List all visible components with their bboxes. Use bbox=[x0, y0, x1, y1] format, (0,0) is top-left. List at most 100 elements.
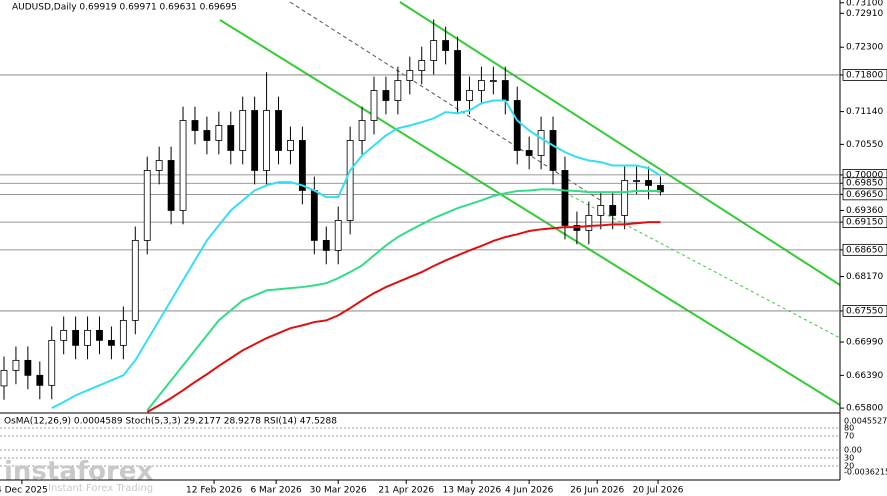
candle-body bbox=[275, 110, 282, 151]
candle-body bbox=[418, 60, 426, 71]
candle-body bbox=[322, 240, 330, 251]
moving-average bbox=[146, 188, 661, 411]
candle-body bbox=[298, 140, 306, 191]
indicator-tick-label: 80 bbox=[844, 424, 854, 433]
x-tick-label: 26 Jun 2026 bbox=[570, 486, 624, 496]
moving-average bbox=[51, 99, 661, 410]
candle-body bbox=[119, 319, 127, 346]
candle-body bbox=[191, 120, 199, 131]
channel-lines bbox=[219, 1, 841, 406]
candle-body bbox=[394, 80, 402, 101]
x-tick-label: 4 Dec 2025 bbox=[0, 486, 48, 496]
candle-body bbox=[0, 369, 8, 387]
y-tick-label: 0.70000 bbox=[846, 170, 883, 180]
watermark-slogan: Instant Forex Trading bbox=[48, 483, 153, 494]
channel-dashed bbox=[559, 189, 841, 339]
watermark-brand: instaforex bbox=[4, 457, 154, 487]
x-tick-label: 20 Jul 2026 bbox=[633, 486, 684, 496]
candle-body bbox=[227, 125, 235, 151]
candle-body bbox=[454, 50, 461, 101]
candle-body bbox=[382, 90, 390, 101]
y-tick-label: 0.69650 bbox=[846, 190, 883, 200]
candle-body bbox=[24, 359, 32, 376]
candle-body bbox=[84, 329, 91, 346]
y-tick-label: 0.69150 bbox=[846, 218, 883, 228]
candle-body bbox=[60, 329, 68, 341]
chart-title: AUDUSD,Daily 0.69919 0.69971 0.69631 0.6… bbox=[12, 3, 237, 13]
candle-body bbox=[36, 374, 44, 386]
y-tick-label: 0.72300 bbox=[846, 43, 883, 53]
candle-body bbox=[179, 120, 187, 211]
y-tick-box bbox=[842, 69, 887, 81]
y-tick-label: 0.66990 bbox=[846, 338, 883, 348]
y-tick-label: 0.72910 bbox=[846, 9, 883, 19]
candle-body bbox=[370, 90, 378, 121]
candle-body bbox=[96, 329, 103, 341]
candle-body bbox=[251, 110, 259, 171]
candle-body bbox=[72, 329, 80, 346]
indicator-tick-label: 20 bbox=[844, 462, 854, 471]
indicator-tick-label: 0.0045527 bbox=[844, 417, 887, 426]
candle-body bbox=[12, 359, 20, 371]
candle-body bbox=[621, 180, 629, 216]
candle-body bbox=[478, 80, 485, 91]
channel-line bbox=[399, 1, 841, 286]
indicator-tick-label: -0.0036215 bbox=[844, 468, 887, 477]
candle-body bbox=[155, 160, 163, 171]
y-tick-box bbox=[842, 305, 887, 317]
y-tick-label: 0.69850 bbox=[846, 179, 883, 189]
candle-body bbox=[310, 190, 318, 241]
candle-body bbox=[215, 125, 223, 141]
candle-body bbox=[645, 180, 652, 186]
candle-body bbox=[633, 180, 640, 182]
candle-body bbox=[143, 170, 151, 241]
indicator-tick-label: 30 bbox=[844, 454, 854, 463]
candle-body bbox=[167, 160, 175, 211]
candle-body bbox=[287, 140, 294, 151]
candle-body bbox=[466, 90, 473, 101]
x-tick-label: 30 Mar 2026 bbox=[310, 486, 367, 496]
moving-average bbox=[146, 221, 661, 413]
x-tick-label: 4 Jun 2026 bbox=[505, 486, 554, 496]
candle-body bbox=[525, 150, 533, 156]
candle-body bbox=[609, 205, 617, 216]
x-tick-label: 21 Apr 2026 bbox=[378, 486, 434, 496]
candle-body bbox=[239, 110, 247, 151]
indicator-tick-label: 0.00 bbox=[844, 446, 862, 455]
y-tick-label: 0.68650 bbox=[846, 245, 883, 255]
y-tick-label: 0.73100 bbox=[846, 0, 883, 8]
y-tick-label: 0.69360 bbox=[846, 206, 883, 216]
candle-body bbox=[108, 339, 115, 346]
y-tick-box bbox=[842, 216, 887, 229]
candle-body bbox=[489, 80, 497, 82]
channel-line bbox=[219, 19, 841, 406]
candle-body bbox=[549, 130, 557, 171]
y-tick-label: 0.65800 bbox=[846, 404, 883, 414]
candle-body bbox=[406, 70, 414, 81]
y-tick-label: 0.67550 bbox=[846, 306, 883, 316]
candle-body bbox=[48, 339, 56, 386]
candle-body bbox=[501, 80, 509, 101]
candle-body bbox=[442, 40, 450, 51]
candle-body bbox=[203, 130, 211, 141]
candle-body bbox=[131, 240, 139, 321]
y-tick-label: 0.71140 bbox=[846, 107, 883, 117]
candle-body bbox=[597, 205, 605, 216]
trend-dashed bbox=[289, 1, 601, 201]
candle-body bbox=[585, 215, 593, 231]
candle-body bbox=[358, 120, 366, 141]
candle-body bbox=[513, 100, 521, 151]
y-tick-box bbox=[842, 188, 887, 201]
y-tick-label: 0.71800 bbox=[846, 70, 883, 80]
indicator-levels bbox=[0, 427, 840, 467]
candle-body bbox=[263, 110, 270, 171]
y-tick-label: 0.68170 bbox=[846, 272, 883, 282]
y-tick-label: 0.66390 bbox=[846, 371, 883, 381]
candle-body bbox=[430, 40, 438, 61]
y-tick-label: 0.70550 bbox=[846, 140, 883, 150]
x-tick-label: 12 Feb 2026 bbox=[186, 486, 242, 496]
x-tick-label: 6 Mar 2026 bbox=[250, 486, 302, 496]
indicator-tick-label: 70 bbox=[844, 432, 854, 441]
indicator-label: OsMA(12,26,9) 0.0004589 Stoch(5,3,3) 29.… bbox=[4, 417, 337, 427]
